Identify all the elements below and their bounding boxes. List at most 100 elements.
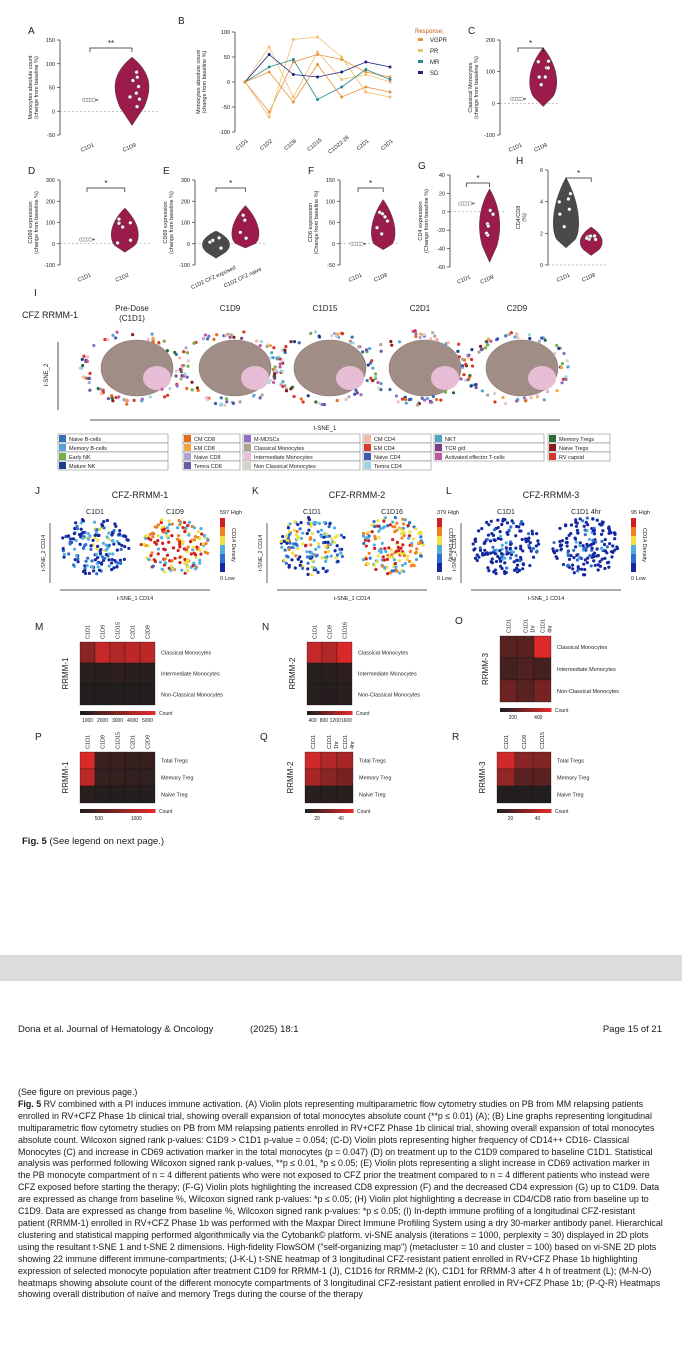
data-point <box>488 208 493 213</box>
legend-label: Non Classical Monocytes <box>254 464 316 470</box>
scale-segment <box>326 809 330 813</box>
density-cell <box>407 534 412 538</box>
panel-f: F CD8 expression (Change from baseline %) 1… <box>308 166 400 284</box>
heatmap-cell <box>321 683 338 706</box>
series-point <box>267 110 271 114</box>
panel-c: C Classical Monocytes (change from baselin… <box>468 26 560 154</box>
density-cell <box>120 543 124 547</box>
significance-bracket <box>466 182 490 187</box>
density-cell <box>98 549 102 553</box>
series-point <box>340 85 344 89</box>
density-cell <box>498 534 503 538</box>
scale-segment <box>325 711 328 715</box>
density-cell <box>340 554 344 559</box>
column-label: C1D9 <box>328 625 334 639</box>
cell-cluster <box>340 332 345 336</box>
legend-label: Naive CD8 <box>194 455 221 461</box>
density-cell <box>62 552 67 557</box>
density-cell <box>296 557 300 561</box>
density-cell <box>613 548 617 552</box>
density-cell <box>96 556 100 560</box>
column-label: 1hr <box>334 741 340 749</box>
density-cell <box>581 519 585 523</box>
density-cell <box>169 568 173 572</box>
density-cell <box>407 521 412 525</box>
cell-cluster <box>535 393 539 397</box>
y-tick-label: 6 <box>540 168 543 174</box>
scale-segment <box>499 809 503 813</box>
density-cell <box>603 549 607 553</box>
x-tick-label: C1D1 <box>80 142 95 153</box>
cell-cluster <box>269 356 273 360</box>
density-cell <box>483 548 487 552</box>
scale-segment <box>314 809 318 813</box>
cell-cluster <box>486 393 490 397</box>
density-cell <box>94 531 99 535</box>
significance-bracket <box>517 47 544 52</box>
cell-cluster <box>81 375 85 379</box>
density-cell <box>168 559 172 563</box>
density-cell <box>595 554 599 558</box>
density-cell <box>187 520 191 524</box>
density-cell <box>473 537 478 541</box>
scale-segment <box>313 711 317 715</box>
density-cell <box>119 547 123 551</box>
column-label: 4hr <box>350 741 356 749</box>
cell-cluster <box>146 337 151 341</box>
cell-cluster <box>313 330 318 334</box>
cell-cluster <box>507 332 511 336</box>
journal-citation: Dona et al. Journal of Hematology & Onco… <box>18 1024 214 1035</box>
density-cell <box>517 525 521 529</box>
density-cell <box>81 546 86 550</box>
density-cell <box>603 556 607 560</box>
density-cell <box>592 541 596 546</box>
cell-cluster <box>212 337 216 342</box>
row-label: Memory Treg <box>557 776 589 782</box>
significance-marker: ** <box>108 39 114 48</box>
panel-letter: M <box>35 622 43 633</box>
density-cell <box>115 565 119 569</box>
density-cell <box>521 562 525 566</box>
panel-letter: A <box>28 26 35 37</box>
density-cell <box>323 555 328 559</box>
density-cell <box>380 541 384 546</box>
density-cell <box>107 564 111 568</box>
density-cell <box>309 536 313 540</box>
density-cell <box>378 527 383 531</box>
data-point <box>491 212 496 217</box>
series-point <box>364 60 368 64</box>
density-cell <box>579 567 584 571</box>
cell-cluster <box>269 378 273 383</box>
density-cell <box>489 551 493 555</box>
density-cell <box>492 528 497 532</box>
cell-cluster <box>350 335 354 339</box>
density-cell <box>313 566 317 570</box>
scale-segment <box>125 809 130 813</box>
cell-cluster <box>335 398 339 403</box>
density-cell <box>500 554 504 559</box>
scale-tick-label: 3000 <box>112 718 123 724</box>
cell-cluster <box>292 394 296 399</box>
y-tick-label: -60 <box>437 265 445 271</box>
density-cell <box>169 564 174 568</box>
cell-cluster <box>407 398 411 402</box>
density-cell <box>504 546 508 550</box>
density-cell <box>186 545 190 549</box>
density-cell <box>515 563 520 567</box>
legend-label: TCR g/d <box>445 446 465 452</box>
timepoint-label: C1D1 <box>303 509 321 516</box>
colorbar-label: CD14 Density <box>230 528 236 562</box>
heatmap-cell <box>79 662 96 685</box>
cell-cluster <box>434 338 438 342</box>
panel-h: H CD4/CD8 (%) 6 4 2 0 C1D1 C1D9 * <box>516 156 608 284</box>
series-point <box>316 98 319 101</box>
density-cell <box>485 520 489 524</box>
density-cell <box>127 546 131 551</box>
cell-cluster <box>435 398 439 402</box>
cell-cluster <box>389 339 393 344</box>
column-label: C2D9 <box>146 625 152 639</box>
density-cell <box>492 549 496 553</box>
cell-cluster <box>190 388 194 392</box>
density-cell <box>185 565 190 569</box>
density-cell <box>96 565 100 569</box>
